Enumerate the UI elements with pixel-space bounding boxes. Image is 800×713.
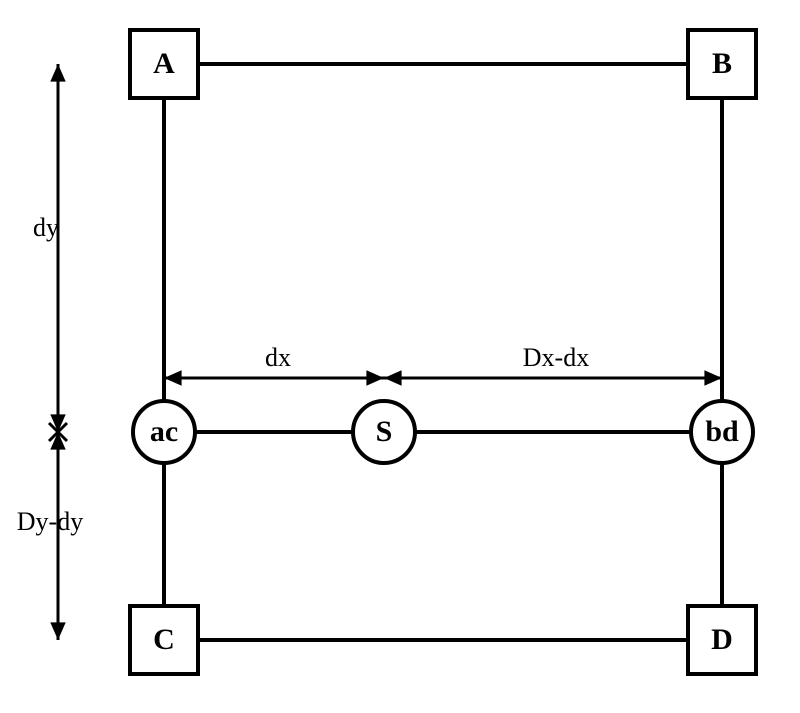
node-bd: bd bbox=[691, 401, 753, 463]
node-A: A bbox=[130, 30, 198, 98]
interpolation-diagram: dy Dy-dy dx Dx-dx A B C Dac Sbd bbox=[0, 0, 800, 713]
dimension-label: Dy-dy bbox=[17, 507, 83, 536]
dimension-dy: dy bbox=[33, 64, 66, 432]
dimensions-layer: dy Dy-dy dx Dx-dx bbox=[17, 64, 722, 640]
node-label: D bbox=[711, 623, 733, 656]
dimension-label: Dx-dx bbox=[523, 343, 589, 372]
nodes-layer: A B C Dac Sbd bbox=[130, 30, 756, 674]
dimension-Dy-dy: Dy-dy bbox=[17, 432, 83, 640]
node-D: D bbox=[688, 606, 756, 674]
node-B: B bbox=[688, 30, 756, 98]
dimension-label: dy bbox=[33, 213, 59, 242]
dimension-label: dx bbox=[265, 343, 291, 372]
edges-layer bbox=[164, 64, 722, 640]
node-C: C bbox=[130, 606, 198, 674]
dimension-Dx-dx: Dx-dx bbox=[384, 343, 722, 386]
node-label: bd bbox=[705, 415, 739, 448]
node-label: ac bbox=[150, 415, 178, 448]
node-label: B bbox=[712, 47, 732, 80]
node-label: S bbox=[376, 415, 393, 448]
node-label: C bbox=[153, 623, 175, 656]
node-S: S bbox=[353, 401, 415, 463]
dimension-dx: dx bbox=[164, 343, 384, 386]
node-label: A bbox=[153, 47, 175, 80]
node-ac: ac bbox=[133, 401, 195, 463]
